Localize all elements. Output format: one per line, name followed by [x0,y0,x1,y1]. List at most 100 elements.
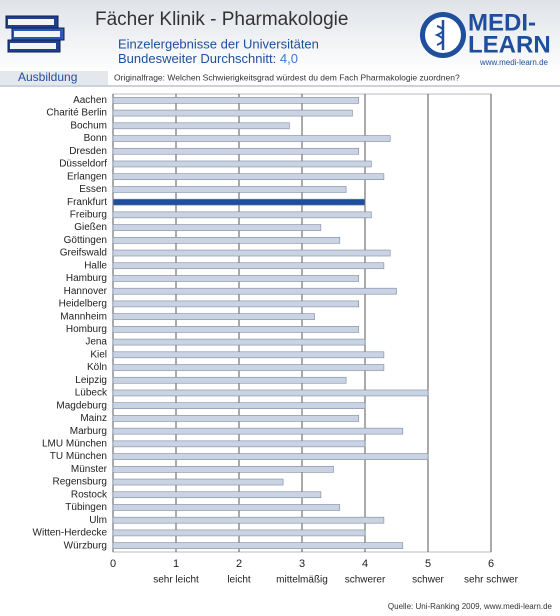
category-label: Hannover [64,286,108,297]
bar [112,249,391,257]
scale-label: schwer [412,575,444,586]
bar [112,364,385,371]
category-label: Regensburg [53,477,107,488]
category-label: Halle [84,260,107,271]
bar [112,160,372,168]
category-label: Bochum [70,120,107,131]
category-label: Greifswald [60,248,107,259]
category-label: Kiel [90,349,107,360]
bar [112,478,284,486]
category-label: Gießen [74,222,107,233]
category-label: Mainz [80,413,107,424]
category-label: Würzburg [64,540,107,551]
bar [112,491,322,499]
category-label: Tübingen [65,502,107,513]
scale-label: sehr schwer [464,575,519,586]
category-label: Hamburg [66,273,107,284]
bar [112,173,385,180]
x-tick-label: 2 [236,558,242,570]
books-icon [5,15,65,53]
logo-bottom: LEARN [468,31,551,58]
category-label: Leipzig [75,375,107,386]
bar [112,300,359,308]
scale-label: schwerer [345,575,386,586]
category-label: Aachen [73,95,107,106]
x-tick-label: 3 [299,558,305,570]
category-label: Marburg [70,426,107,437]
source: Quelle: Uni-Ranking 2009, www.medi-learn… [388,602,553,611]
category-label: TU München [50,451,107,462]
average-value: 4,0 [280,51,298,66]
x-tick-label: 5 [425,558,431,570]
bar [112,287,397,295]
category-label: Lübeck [75,388,108,399]
bar [112,224,322,231]
bar [112,122,290,130]
category-label: Freiburg [70,210,107,221]
bar [112,237,341,244]
category-label: Erlangen [67,171,107,182]
bar [112,389,429,397]
bar [112,198,366,206]
section-bar [0,71,108,85]
category-label: Ulm [89,515,107,526]
logo-top: MEDI- [468,9,536,36]
bar [112,453,429,460]
bar [112,415,359,422]
bar [112,147,359,155]
bar [112,351,385,359]
bar [112,516,385,524]
category-label: Köln [87,362,107,373]
category-label: Mannheim [60,311,107,322]
x-tick-label: 1 [173,558,179,570]
scale-label: leicht [227,575,251,586]
scale-label: mittelmäßig [276,575,328,586]
bar [112,109,353,117]
bar [112,211,372,219]
bar [112,338,366,346]
category-label: Jena [85,337,107,348]
category-label: Frankfurt [67,197,107,208]
bar [112,542,404,549]
section: Ausbildung [18,70,77,84]
category-label: Bonn [84,133,107,144]
bar [112,97,359,104]
bar [112,313,315,320]
category-label: Heidelberg [59,299,107,310]
category-label: Göttingen [64,235,107,246]
bar [112,275,359,282]
bar [112,326,359,333]
bar [112,466,334,473]
bar [112,376,347,384]
category-label: Münster [71,464,108,475]
category-label: LMU München [42,439,107,450]
title: Fächer Klinik - Pharmakologie [95,9,348,30]
bar [112,504,341,511]
x-tick-label: 4 [362,558,368,570]
bar [112,440,366,448]
subtitle: Einzelergebnisse der Universitäten [118,36,319,51]
category-label: Homburg [66,324,107,335]
bar [112,427,404,435]
logo-snake [434,25,444,46]
bar [112,529,366,537]
logo: MEDI- LEARN www.medi-learn.de [420,9,551,67]
logo-url: www.medi-learn.de [479,58,549,67]
x-tick-label: 6 [488,558,494,570]
bar [112,186,347,193]
scale-label: sehr leicht [153,575,199,586]
category-label: Charité Berlin [46,108,107,119]
bar [112,262,385,270]
average-caption: Bundesweiter Durchschnitt: [118,51,276,66]
category-label: Rostock [71,489,108,500]
bar [112,402,366,409]
x-tick-label: 0 [110,558,116,570]
category-label: Essen [79,184,107,195]
category-label: Witten-Herdecke [33,528,108,539]
category-label: Dresden [69,146,107,157]
category-label: Düsseldorf [59,159,107,170]
average-text: Bundesweiter Durchschnitt: 4,0 [118,51,298,66]
bar [112,135,391,142]
question: Originalfrage: Welchen Schwierigkeitsgra… [114,72,460,82]
